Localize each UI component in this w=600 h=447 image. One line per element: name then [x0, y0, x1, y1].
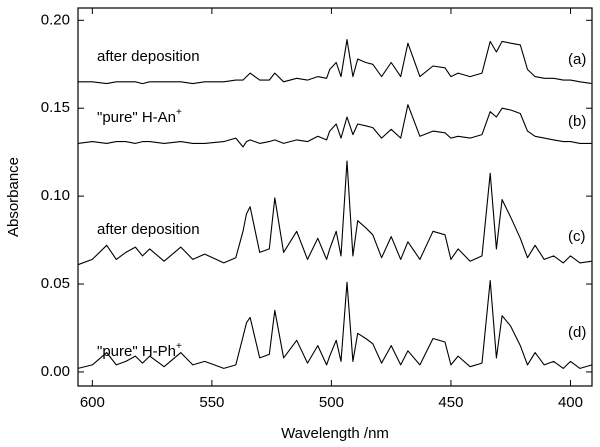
y-tick-label: 0.05 — [41, 275, 70, 292]
spectrum-line — [77, 160, 593, 266]
x-axis-title: Wavelength /nm — [281, 425, 389, 442]
x-tick-label: 450 — [438, 394, 463, 411]
y-axis-title: Absorbance — [5, 157, 22, 237]
x-tick-label: 400 — [558, 394, 583, 411]
series-label: (c) — [568, 228, 586, 245]
annotation-text: "pure" H-An — [97, 109, 176, 126]
y-tick-label: 0.20 — [41, 11, 70, 28]
x-tick-label: 550 — [199, 394, 224, 411]
y-tick-label: 0.10 — [41, 187, 70, 204]
x-tick-label: 500 — [319, 394, 344, 411]
annotation-sup: + — [176, 107, 182, 118]
series-label: (b) — [568, 113, 586, 130]
spectrum-line — [77, 279, 593, 369]
annotation-text: after deposition — [97, 221, 200, 238]
x-tick-label: 600 — [80, 394, 105, 411]
spectrum-line — [77, 104, 592, 148]
annotation: "pure" H-An+ — [97, 107, 182, 126]
y-tick-label: 0.15 — [41, 99, 70, 116]
plot-frame — [77, 7, 593, 387]
series-label: (a) — [568, 51, 586, 68]
annotation: after deposition — [97, 221, 200, 238]
annotation-text: after deposition — [97, 48, 200, 65]
annotation: after deposition — [97, 48, 200, 65]
annotation-text: "pure" H-Ph — [97, 343, 176, 360]
annotation-sup: + — [176, 341, 182, 352]
series-label: (d) — [568, 324, 586, 341]
spectrum-line — [78, 39, 593, 85]
y-tick-label: 0.00 — [41, 363, 70, 380]
annotation: "pure" H-Ph+ — [97, 341, 182, 360]
